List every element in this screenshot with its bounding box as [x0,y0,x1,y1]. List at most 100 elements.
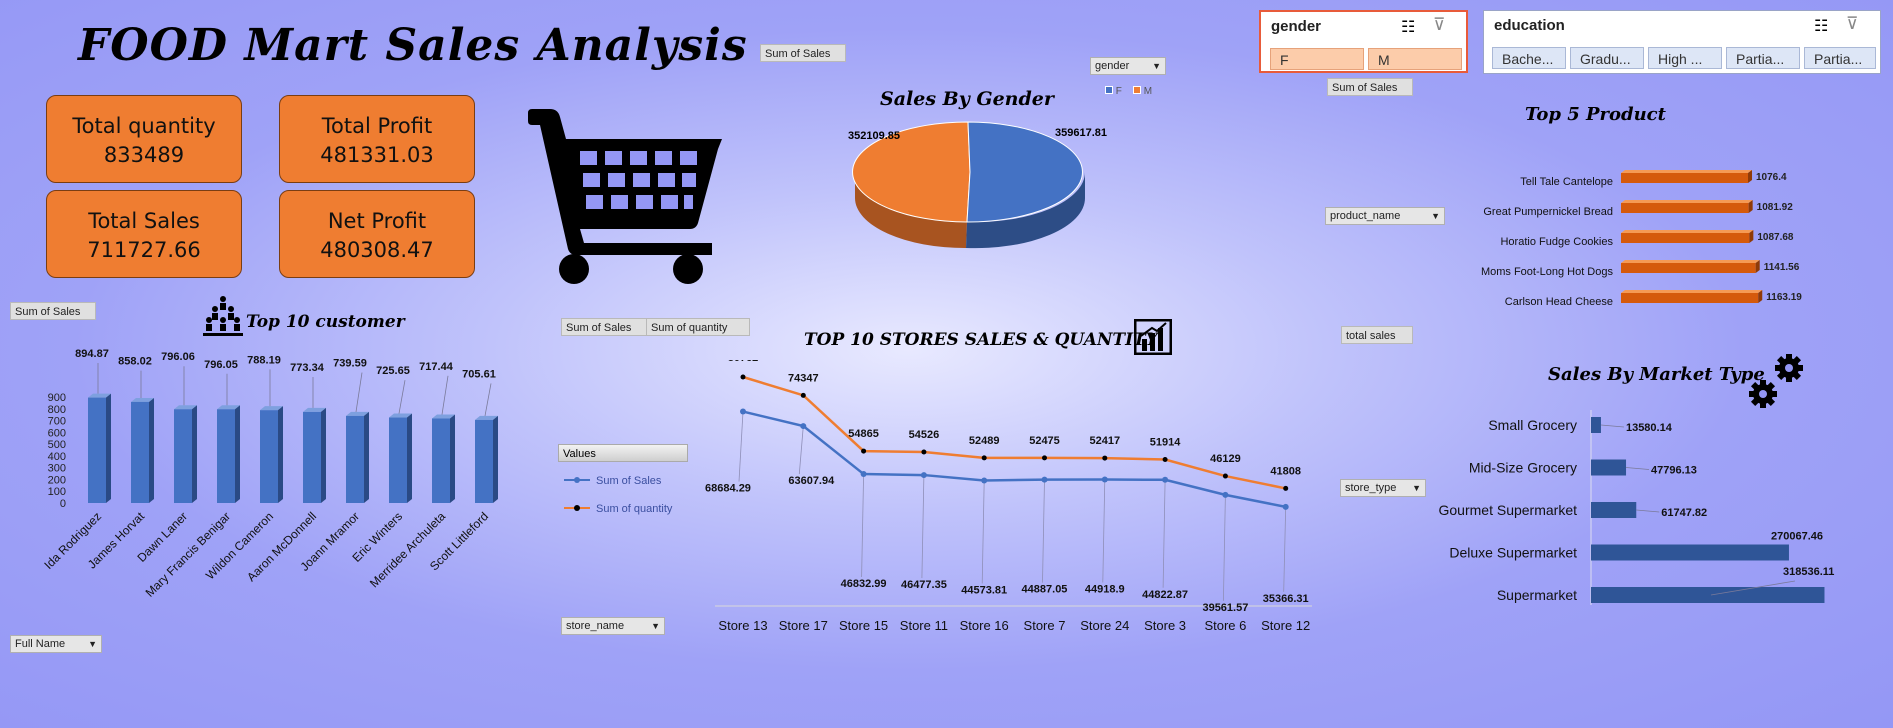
store-type-filter-button[interactable]: store_type ▼ [1340,479,1426,497]
y-tick-label: 800 [48,404,66,416]
data-label: 270067.46 [1771,531,1823,543]
filter-icon: ▼ [651,621,660,631]
filter-label: product_name [1330,210,1401,222]
column [131,401,149,503]
pie-side-f [855,172,967,249]
multi-select-icon[interactable]: ☷ [1401,19,1416,36]
data-label: 61747.82 [1661,507,1707,519]
data-label: 41808 [1270,465,1301,477]
point-sum-of-quantity [921,449,927,455]
point-sum-of-sales [920,472,927,479]
column-side-face [493,415,498,503]
data-label: 44573.81 [961,585,1007,597]
column [174,409,192,503]
pie-side-m [966,172,1086,249]
column-top-face [217,405,240,410]
bar-side-face [1748,200,1753,213]
leader-line [1102,479,1106,583]
store-name-filter-button[interactable]: store_name ▼ [561,617,665,635]
point-sum-of-quantity [861,448,867,454]
pivot-field-total-sales[interactable]: total sales [1341,326,1413,344]
bar-category-label: Supermarket [1497,587,1577,603]
data-label: 894.87 [75,348,109,360]
product-name-filter-button[interactable]: product_name ▼ [1325,207,1445,225]
data-label: 68684.29 [705,483,751,495]
chart-title-sales-by-market-type: Sales By Market Type [1548,364,1765,385]
chart-title-top-5-product: Top 5 Product [1525,104,1666,125]
kpi-label: Total Sales [88,209,200,233]
leader-line [1625,467,1650,470]
bar-top-face [1621,260,1760,263]
slicer-item-m[interactable]: M [1368,48,1462,70]
gender-slicer: gender ☷ ⊽ F M [1259,10,1468,73]
pivot-field-sum-of-sales[interactable]: Sum of Sales [561,318,647,336]
pivot-field-sum-of-sales[interactable]: Sum of Sales [760,44,846,62]
point-sum-of-quantity [981,455,987,461]
top-5-product-chart: Tell Tale Cantelope 1076.4 Great Pumpernic… [1481,170,1802,308]
kpi-total-sales: Total Sales 711727.66 [46,190,242,278]
legend-swatch-f [1105,86,1113,94]
pivot-field-sum-of-quantity[interactable]: Sum of quantity [646,318,750,336]
filter-label: Full Name [15,638,66,650]
multi-select-icon[interactable]: ☷ [1814,18,1829,35]
data-label: 1163.19 [1766,292,1802,303]
column [475,419,493,503]
point-sum-of-quantity [1283,485,1289,491]
bar-category-label: Moms Foot-Long Hot Dogs [1481,266,1614,278]
leader-line [1636,509,1660,513]
column-side-face [192,405,197,503]
y-tick-label: 600 [48,427,66,439]
gender-filter-button[interactable]: gender ▼ [1090,57,1166,75]
kpi-label: Total quantity [72,114,216,138]
bar-category-label: Tell Tale Cantelope [1520,176,1613,188]
point-sum-of-sales [981,477,988,484]
slicer-item-f[interactable]: F [1270,48,1364,70]
column-top-face [174,405,197,410]
pivot-field-sum-of-sales[interactable]: Sum of Sales [1327,78,1413,96]
y-tick-label: 400 [48,451,66,463]
bar [1621,263,1756,273]
filter-icon: ▼ [88,639,97,649]
bar-top-face [1621,290,1763,293]
clear-filter-icon[interactable]: ⊽ [1846,14,1859,33]
leader-line [981,480,985,584]
slicer-item-education[interactable]: Partia... [1726,47,1800,69]
pivot-field-sum-of-sales[interactable]: Sum of Sales [10,302,96,320]
data-label: 725.65 [376,365,410,377]
slicer-item-education[interactable]: High ... [1648,47,1722,69]
data-label: 773.34 [290,362,325,374]
leader-line [921,475,925,579]
bar [1621,173,1749,183]
gears-icon [1749,354,1803,408]
leader-line [1283,506,1287,592]
data-label: 51914 [1150,437,1181,449]
y-tick-label: 300 [48,463,66,475]
bar-top-face [1621,170,1753,173]
column-top-face [260,406,283,411]
series-line-sum-of-sales [742,410,1286,509]
kpi-value: 480308.47 [320,238,434,262]
data-label: 52417 [1090,435,1121,447]
column-side-face [450,414,455,503]
full-name-filter-button[interactable]: Full Name ▼ [10,635,102,653]
bar-category-label: Horatio Fudge Cookies [1500,236,1613,248]
slicer-item-education[interactable]: Partia... [1804,47,1876,69]
leader-line [355,372,363,412]
column [88,397,106,503]
chevron-down-icon: ▼ [1412,483,1421,493]
slicer-item-education[interactable]: Bache... [1492,47,1566,69]
pie-slice-f [852,121,971,223]
clear-filter-icon[interactable]: ⊽ [1433,15,1446,34]
column [260,410,278,503]
slicer-title: education [1494,17,1565,34]
data-label: 52475 [1029,435,1060,447]
data-label: 54865 [848,428,879,440]
point-sum-of-sales [800,423,807,430]
slicer-item-education[interactable]: Gradu... [1570,47,1644,69]
people-group-icon [203,296,243,336]
column [217,409,235,503]
legend-label: M [1143,86,1153,97]
bar-side-face [1758,290,1763,303]
column-top-face [475,415,498,420]
